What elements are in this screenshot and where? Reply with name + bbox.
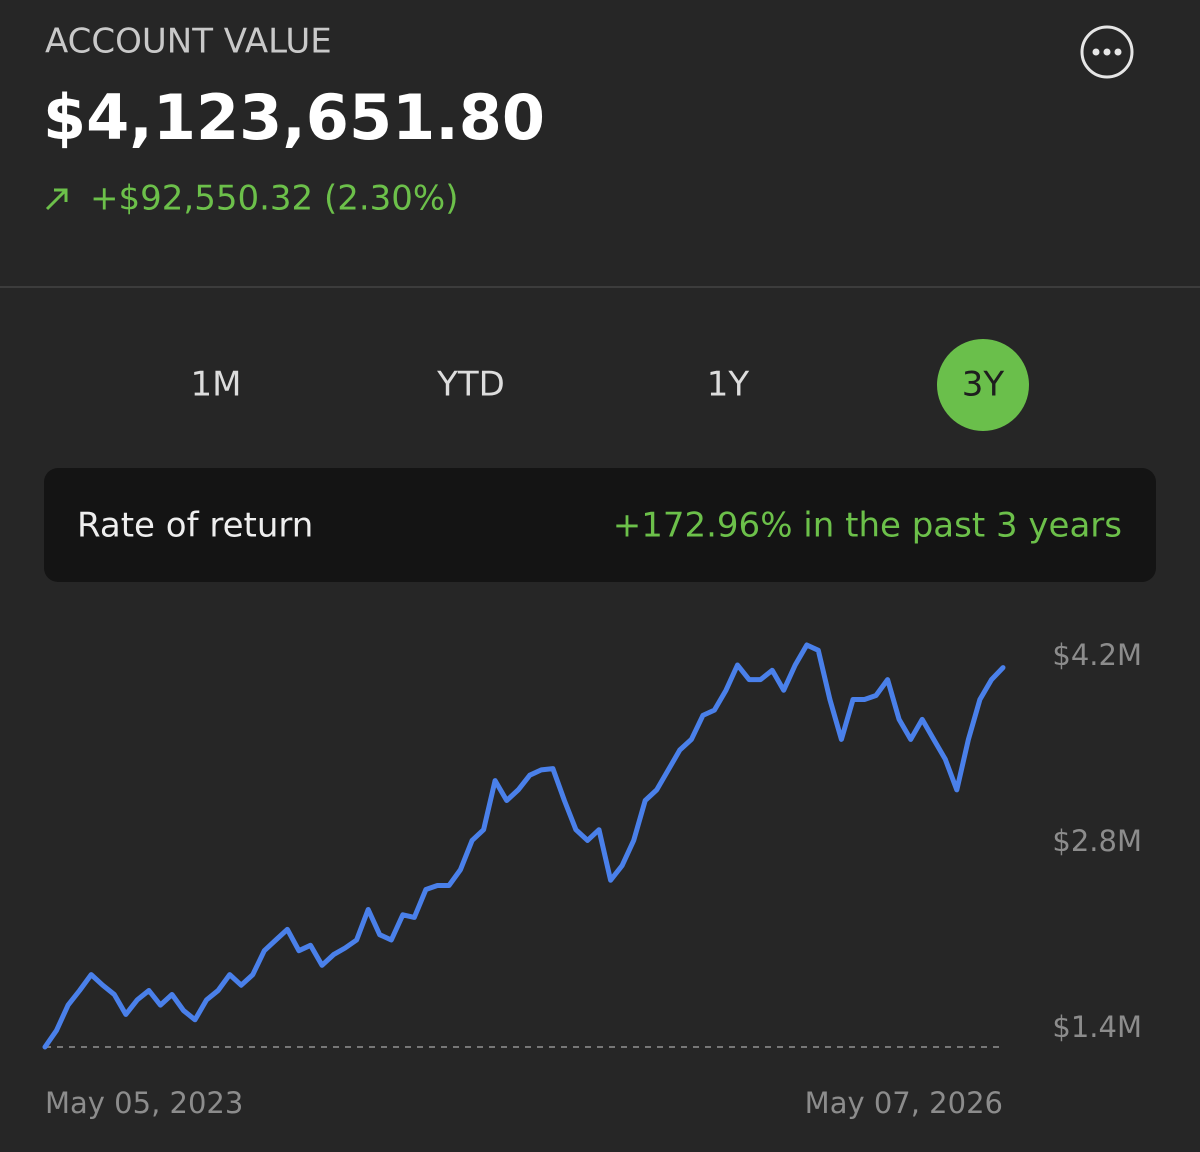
tab-bar: 1M YTD 1Y 3Y xyxy=(191,339,1029,431)
tab-selected[interactable]: 3Y xyxy=(937,339,1029,431)
tab[interactable]: 1Y xyxy=(707,365,750,405)
up-arrow-icon xyxy=(45,188,68,211)
tab-label: 1M xyxy=(191,365,242,405)
tab-label: 3Y xyxy=(962,365,1005,405)
more-button[interactable] xyxy=(1080,25,1134,79)
y-tick-label: $1.4M xyxy=(1052,1010,1142,1044)
tab[interactable]: 1M xyxy=(191,365,242,405)
tab[interactable]: YTD xyxy=(436,365,505,405)
return-value: +172.96% in the past 3 years xyxy=(613,506,1122,546)
x-tick-label: May 07, 2026 xyxy=(805,1086,1003,1120)
y-tick-label: $2.8M xyxy=(1052,824,1142,858)
change-value: +$92,550.32 (2.30%) xyxy=(90,179,459,219)
value-line xyxy=(42,642,1006,1050)
chart: $1.4M $2.8M $4.2M May 05, 2023 May 07, 2026 xyxy=(42,638,1142,1120)
tab-label: YTD xyxy=(436,365,505,405)
return-box xyxy=(44,468,1156,582)
tab-highlight xyxy=(937,339,1029,431)
header-title: ACCOUNT VALUE xyxy=(45,22,332,62)
tab-label: 1Y xyxy=(707,365,750,405)
y-tick-label: $4.2M xyxy=(1052,638,1142,672)
return-label: Rate of return xyxy=(77,506,313,546)
account-value: $4,123,651.80 xyxy=(43,81,545,154)
x-tick-label: May 05, 2023 xyxy=(45,1086,243,1120)
